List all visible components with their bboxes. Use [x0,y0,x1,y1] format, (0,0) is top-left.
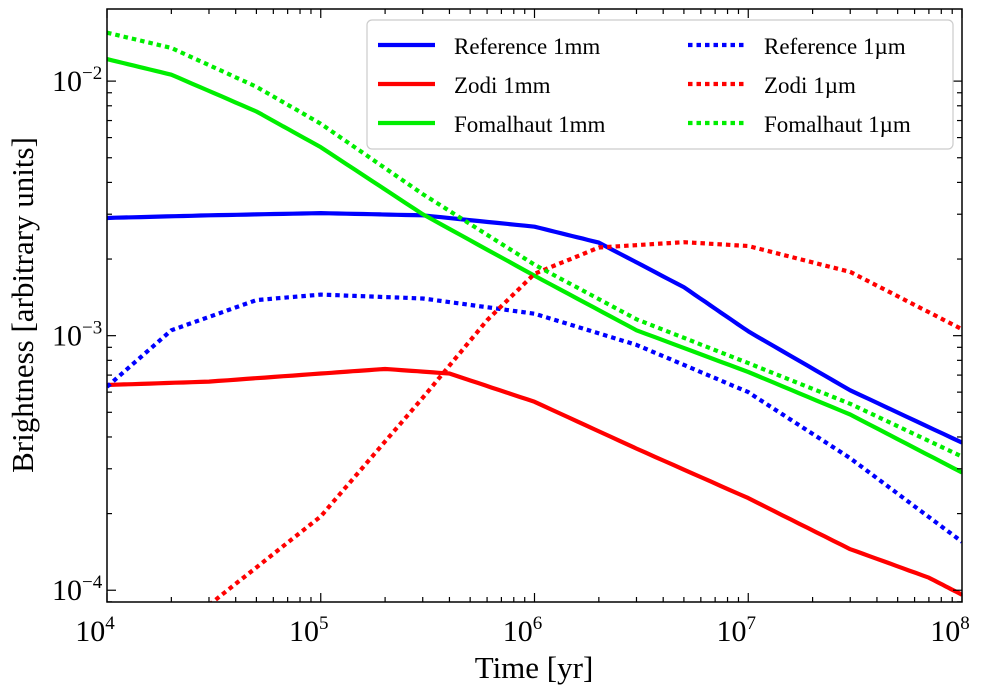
x-tick-label: 108 [930,613,970,648]
legend-label: Fomalhaut 1µm [764,112,911,137]
x-axis-label: Time [yr] [475,650,594,685]
legend-label: Reference 1µm [764,34,906,59]
legend: Reference 1mm Zodi 1mm Fomalhaut 1mm Refere… [366,19,954,150]
x-tick-label: 105 [289,613,329,648]
x-tick-label: 106 [503,613,543,648]
series-line-1 [107,366,962,597]
y-tick-label: 10−4 [52,572,103,607]
series-line-3 [107,292,962,544]
legend-box [366,19,954,150]
x-tick-label: 107 [717,613,757,648]
legend-label: Reference 1mm [454,34,600,59]
x-tick-label: 104 [75,613,115,648]
y-tick-label: 10−2 [52,63,102,98]
y-axis-label: Brightness [arbitrary units] [5,137,40,473]
legend-label: Zodi 1µm [764,73,856,98]
series-line-2 [107,57,962,475]
y-tick-label: 10−3 [52,318,102,353]
series-line-5 [107,30,962,459]
legend-label: Fomalhaut 1mm [454,112,606,137]
tick-layer: 104 105 106 107 108 10−4 10−3 10−2 [52,9,970,648]
legend-label: Zodi 1mm [454,73,551,98]
series-line-0 [107,211,962,445]
series-layer [107,30,962,602]
